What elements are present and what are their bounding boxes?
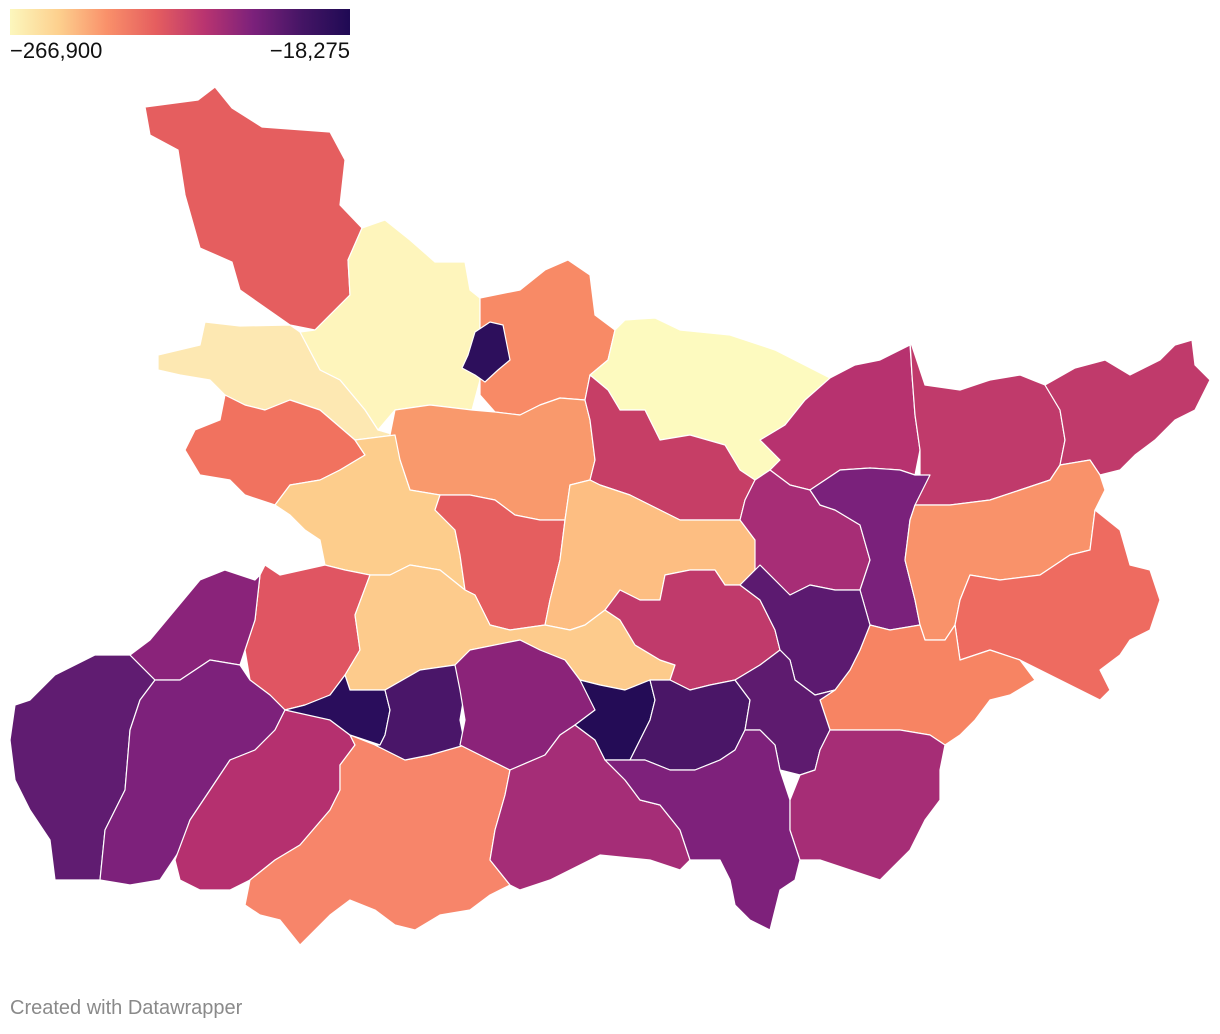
legend-gradient-bar (10, 9, 350, 35)
region-northeast-2 (909, 339, 1066, 506)
region-east-red-1 (954, 509, 1161, 701)
region-small-dark (461, 321, 511, 383)
region-south-purple-4 (604, 729, 801, 931)
region-northwest-1 (144, 86, 363, 331)
region-northeast-3 (1044, 339, 1211, 476)
region-southeast-pink (789, 729, 946, 881)
legend-min-label: −266,900 (10, 38, 103, 63)
region-center-purple-1 (739, 564, 871, 696)
legend-labels: −266,900 −18,275 (10, 38, 350, 68)
region-southwest-2 (129, 569, 261, 681)
datawrapper-credit: Created with Datawrapper (10, 997, 243, 1019)
legend-max-label: −18,275 (269, 38, 350, 63)
color-legend: −266,900 −18,275 (10, 9, 350, 68)
